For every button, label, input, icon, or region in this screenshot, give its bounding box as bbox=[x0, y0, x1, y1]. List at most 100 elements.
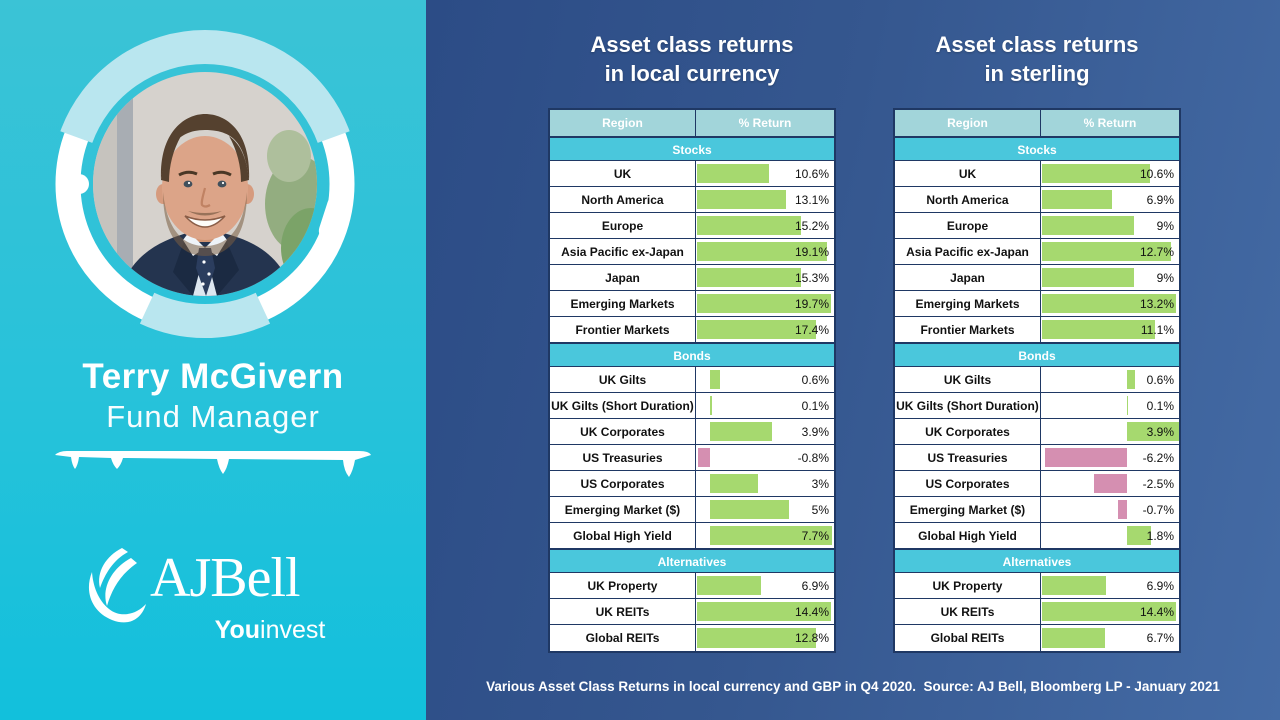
return-value: 3.9% bbox=[1146, 424, 1174, 439]
title-line-1: Asset class returns bbox=[935, 32, 1139, 57]
sterling-table-block: Asset class returns in sterling Region %… bbox=[893, 30, 1181, 653]
return-bar bbox=[697, 628, 817, 648]
return-value: 13.2% bbox=[1139, 296, 1174, 311]
region-cell: UK Gilts (Short Duration) bbox=[550, 393, 696, 418]
section-header-stocks: Stocks bbox=[550, 137, 834, 161]
column-header-row: Region % Return bbox=[895, 110, 1179, 137]
table-row: US Treasuries -0.8% bbox=[550, 445, 834, 471]
return-value: 9% bbox=[1156, 218, 1174, 233]
return-cell: 9% bbox=[1041, 265, 1179, 290]
section-header-stocks: Stocks bbox=[895, 137, 1179, 161]
return-cell: 6.7% bbox=[1041, 625, 1179, 651]
return-value: 10.6% bbox=[794, 166, 829, 181]
return-bar bbox=[697, 294, 832, 313]
return-cell: 17.4% bbox=[696, 317, 834, 342]
table-row: UK Property 6.9% bbox=[550, 573, 834, 599]
return-cell: 11.1% bbox=[1041, 317, 1179, 342]
table-row: UK REITs 14.4% bbox=[895, 599, 1179, 625]
title-line-2: in local currency bbox=[604, 61, 780, 86]
region-cell: Global High Yield bbox=[550, 523, 696, 548]
return-cell: 12.7% bbox=[1041, 239, 1179, 264]
return-cell: 19.7% bbox=[696, 291, 834, 316]
portrait-graphic bbox=[55, 30, 355, 338]
return-value: 3.9% bbox=[801, 424, 829, 439]
table-row: UK 10.6% bbox=[550, 161, 834, 187]
table-row: Japan 9% bbox=[895, 265, 1179, 291]
table-row: UK Corporates 3.9% bbox=[550, 419, 834, 445]
return-bar bbox=[1042, 320, 1155, 339]
return-value: 0.6% bbox=[1146, 372, 1174, 387]
return-bar bbox=[697, 576, 762, 595]
return-bar bbox=[697, 216, 801, 235]
region-cell: North America bbox=[550, 187, 696, 212]
return-value: 6.9% bbox=[801, 578, 829, 593]
region-cell: UK Gilts bbox=[550, 367, 696, 392]
youinvest-you: You bbox=[214, 616, 261, 644]
content-panel: Asset class returns in local currency Re… bbox=[426, 0, 1280, 720]
return-cell: 5% bbox=[696, 497, 834, 522]
table-row: UK 10.6% bbox=[895, 161, 1179, 187]
return-value: -6.2% bbox=[1142, 450, 1174, 465]
return-bar bbox=[697, 190, 787, 209]
region-cell: Global REITs bbox=[895, 625, 1041, 651]
return-bar bbox=[710, 526, 832, 545]
ring-dot bbox=[69, 174, 89, 194]
table-row: North America 6.9% bbox=[895, 187, 1179, 213]
presenter-name: Terry McGivern bbox=[82, 357, 344, 396]
return-bar bbox=[1117, 500, 1128, 519]
section-header-bonds: Bonds bbox=[895, 343, 1179, 367]
return-value: 13.1% bbox=[794, 192, 829, 207]
return-cell: -6.2% bbox=[1041, 445, 1179, 470]
return-cell: 19.1% bbox=[696, 239, 834, 264]
region-cell: Japan bbox=[550, 265, 696, 290]
return-bar bbox=[697, 602, 832, 621]
return-bar bbox=[1042, 268, 1134, 287]
return-value: 0.6% bbox=[801, 372, 829, 387]
column-header-row: Region % Return bbox=[550, 110, 834, 137]
return-column-header: % Return bbox=[1083, 116, 1137, 130]
table-row: UK Corporates 3.9% bbox=[895, 419, 1179, 445]
return-bar bbox=[697, 320, 816, 339]
return-bar bbox=[697, 268, 802, 287]
region-cell: UK Property bbox=[895, 573, 1041, 598]
return-value: 11.1% bbox=[1140, 322, 1174, 337]
return-bar bbox=[1042, 242, 1172, 261]
table-row: Frontier Markets 17.4% bbox=[550, 317, 834, 343]
source-caption: Various Asset Class Returns in local cur… bbox=[486, 679, 1220, 694]
return-bar bbox=[697, 242, 828, 261]
table-row: US Treasuries -6.2% bbox=[895, 445, 1179, 471]
return-cell: 14.4% bbox=[696, 599, 834, 624]
return-cell: 6.9% bbox=[1041, 187, 1179, 212]
region-cell: Frontier Markets bbox=[550, 317, 696, 342]
return-cell: 1.8% bbox=[1041, 523, 1179, 548]
return-value: 12.7% bbox=[1139, 244, 1174, 259]
table-row: Asia Pacific ex-Japan 19.1% bbox=[550, 239, 834, 265]
title-line-1: Asset class returns bbox=[590, 32, 794, 57]
return-bar bbox=[1127, 526, 1151, 545]
region-cell: UK Gilts bbox=[895, 367, 1041, 392]
return-bar bbox=[1127, 370, 1136, 389]
return-bar bbox=[1044, 448, 1128, 467]
return-cell: -0.8% bbox=[696, 445, 834, 470]
title-line-2: in sterling bbox=[984, 61, 1090, 86]
return-value: 6.9% bbox=[1146, 578, 1174, 593]
ring-pill bbox=[318, 194, 349, 242]
region-cell: UK REITs bbox=[895, 599, 1041, 624]
local-currency-table: Region % Return Stocks UK 10.6% North Ameri… bbox=[548, 108, 836, 653]
return-cell: 0.1% bbox=[696, 393, 834, 418]
return-cell: 0.6% bbox=[1041, 367, 1179, 392]
table-row: Japan 15.3% bbox=[550, 265, 834, 291]
return-value: 1.8% bbox=[1146, 528, 1174, 543]
region-cell: Global High Yield bbox=[895, 523, 1041, 548]
return-cell: 15.3% bbox=[696, 265, 834, 290]
sterling-title: Asset class returns in sterling bbox=[893, 30, 1181, 88]
region-cell: UK REITs bbox=[550, 599, 696, 624]
region-cell: North America bbox=[895, 187, 1041, 212]
return-cell: 3% bbox=[696, 471, 834, 496]
return-cell: -0.7% bbox=[1041, 497, 1179, 522]
asset-table-body-1: Stocks UK 10.6% North America 6.9% Europe 9% As… bbox=[895, 137, 1179, 651]
region-cell: Europe bbox=[550, 213, 696, 238]
return-cell: 3.9% bbox=[696, 419, 834, 444]
region-cell: Emerging Market ($) bbox=[895, 497, 1041, 522]
return-bar bbox=[1042, 602, 1177, 621]
